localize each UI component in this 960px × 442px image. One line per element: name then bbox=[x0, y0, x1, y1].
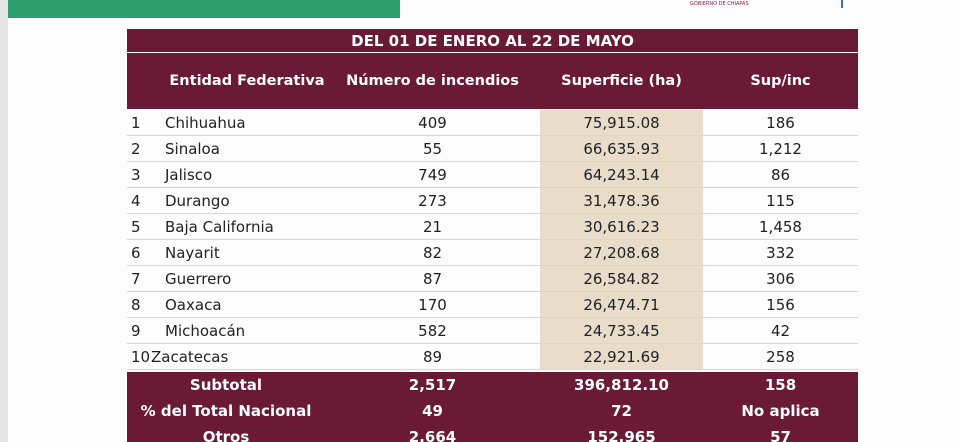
fire-count: 582 bbox=[418, 322, 447, 340]
surface-per-fire: 156 bbox=[766, 296, 795, 314]
surface-per-fire: 306 bbox=[766, 270, 795, 288]
column-header: Entidad Federativa bbox=[169, 73, 325, 89]
table: DEL 01 DE ENERO AL 22 DE MAYO Entidad Fed… bbox=[127, 29, 858, 442]
footer-count: 49 bbox=[422, 402, 443, 420]
surface-ha: 26,584.82 bbox=[583, 270, 660, 288]
surface-per-fire: 258 bbox=[766, 348, 795, 366]
surface-per-fire: 1,212 bbox=[759, 140, 802, 158]
state-name: Nayarit bbox=[165, 244, 220, 262]
surface-per-fire: 186 bbox=[766, 114, 795, 132]
fire-count: 87 bbox=[422, 270, 443, 288]
green-band bbox=[0, 0, 400, 18]
fire-count: 749 bbox=[418, 166, 447, 184]
rank: 8 bbox=[131, 296, 141, 314]
row-separator bbox=[127, 239, 858, 240]
row-separator bbox=[127, 213, 858, 214]
fire-count: 21 bbox=[422, 218, 443, 236]
footer-label: % del Total Nacional bbox=[140, 402, 312, 420]
footer-surface: 72 bbox=[611, 402, 632, 420]
row-separator bbox=[127, 317, 858, 318]
table-title: DEL 01 DE ENERO AL 22 DE MAYO bbox=[351, 31, 634, 50]
footer-count: 2,664 bbox=[408, 428, 457, 442]
header-bg bbox=[127, 52, 858, 109]
footer-surface: 396,812.10 bbox=[574, 376, 669, 394]
rank: 7 bbox=[131, 270, 141, 288]
surface-per-fire: 1,458 bbox=[759, 218, 802, 236]
left-edge bbox=[0, 0, 8, 442]
footer-label: Otros bbox=[202, 428, 250, 442]
rank: 5 bbox=[131, 218, 141, 236]
footer-ratio: 158 bbox=[764, 376, 797, 394]
surface-per-fire: 115 bbox=[766, 192, 795, 210]
row-separator bbox=[127, 369, 858, 370]
divider bbox=[841, 0, 843, 8]
fire-count: 409 bbox=[418, 114, 447, 132]
state-name: Michoacán bbox=[165, 322, 246, 340]
state-name: Guerrero bbox=[165, 270, 232, 288]
fire-count: 273 bbox=[418, 192, 447, 210]
state-name: Zacatecas bbox=[151, 348, 229, 366]
row-separator bbox=[127, 343, 858, 344]
column-header: Número de incendios bbox=[346, 73, 519, 89]
surface-ha: 66,635.93 bbox=[583, 140, 660, 158]
surface-ha: 31,478.36 bbox=[583, 192, 660, 210]
footer-label: Subtotal bbox=[189, 376, 263, 394]
state-name: Sinaloa bbox=[165, 140, 220, 158]
surface-per-fire: 86 bbox=[770, 166, 791, 184]
footer-surface: 152,965 bbox=[587, 428, 656, 442]
rank: 9 bbox=[131, 322, 141, 340]
fire-count: 82 bbox=[422, 244, 443, 262]
fire-count: 89 bbox=[422, 348, 443, 366]
footer-bg bbox=[127, 372, 858, 442]
footer-ratio: 57 bbox=[770, 428, 791, 442]
row-separator bbox=[127, 135, 858, 136]
footer-ratio: No aplica bbox=[741, 402, 820, 420]
fire-count: 55 bbox=[422, 140, 443, 158]
state-name: Chihuahua bbox=[165, 114, 246, 132]
surface-per-fire: 42 bbox=[770, 322, 791, 340]
state-name: Baja California bbox=[165, 218, 274, 236]
rank: 2 bbox=[131, 140, 141, 158]
fire-count: 170 bbox=[418, 296, 447, 314]
surface-ha: 27,208.68 bbox=[583, 244, 660, 262]
surface-ha: 64,243.14 bbox=[583, 166, 660, 184]
state-name: Jalisco bbox=[165, 166, 213, 184]
state-name: Oaxaca bbox=[165, 296, 222, 314]
rank: 10 bbox=[131, 348, 151, 366]
highlight-column bbox=[540, 110, 703, 370]
row-separator bbox=[127, 161, 858, 162]
title-bg bbox=[127, 29, 858, 52]
surface-ha: 75,915.08 bbox=[583, 114, 660, 132]
rank: 6 bbox=[131, 244, 141, 262]
surface-ha: 22,921.69 bbox=[583, 348, 660, 366]
column-header: Superficie (ha) bbox=[561, 73, 682, 89]
rank: 4 bbox=[131, 192, 141, 210]
footer-count: 2,517 bbox=[408, 376, 457, 394]
state-name: Durango bbox=[165, 192, 230, 210]
row-separator bbox=[127, 265, 858, 266]
logo-text: GOBIERNO DE CHIAPAS bbox=[690, 1, 749, 7]
surface-ha: 30,616.23 bbox=[583, 218, 660, 236]
rank: 1 bbox=[131, 114, 141, 132]
surface-ha: 24,733.45 bbox=[583, 322, 660, 340]
rank: 3 bbox=[131, 166, 141, 184]
surface-per-fire: 332 bbox=[766, 244, 795, 262]
row-separator bbox=[127, 291, 858, 292]
row-separator bbox=[127, 187, 858, 188]
surface-ha: 26,474.71 bbox=[583, 296, 660, 314]
column-header: Sup/inc bbox=[750, 73, 811, 89]
